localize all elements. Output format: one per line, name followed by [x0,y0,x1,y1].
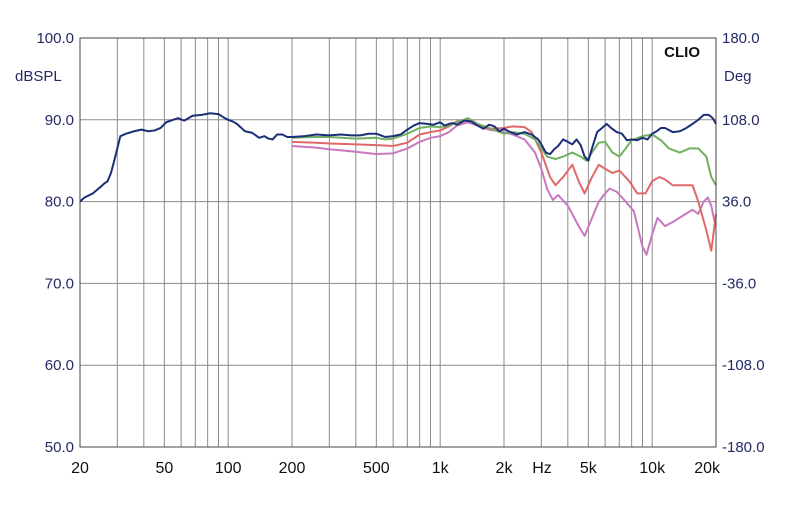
y2-tick-label: -180.0 [722,439,765,456]
y2-tick-label: -108.0 [722,357,765,374]
x-tick-label: 10k [639,460,666,477]
series-line-0 [291,121,716,256]
y-tick-label: 80.0 [45,194,74,211]
series-line-3 [79,112,717,203]
x-tick-label: 2k [496,460,514,477]
y2-axis-label: Deg [724,68,752,85]
y2-tick-label: 108.0 [722,112,760,129]
tick-labels: 50.0 60.0 70.0 80.0 90.0 100.0 -180.0 -108.0 -36… [36,30,764,477]
y2-tick-label: -36.0 [722,275,756,292]
y-tick-label: 50.0 [45,439,74,456]
y2-tick-label: 36.0 [722,194,751,211]
y-axis-label: dBSPL [15,68,62,85]
y-tick-label: 100.0 [36,30,74,47]
x-tick-label: 20 [71,460,89,477]
x-tick-label: 200 [279,460,306,477]
plot-background [80,38,716,447]
y2-tick-label: 180.0 [722,30,760,47]
x-tick-label: 20k [694,460,721,477]
curves [79,112,717,256]
x-tick-label: 50 [155,460,173,477]
plot-frame [79,37,717,448]
y-tick-label: 90.0 [45,112,74,129]
x-unit-label: Hz [532,460,552,477]
x-tick-label: 100 [215,460,242,477]
brand-label: CLIO [664,44,700,61]
x-tick-label: 5k [580,460,598,477]
x-tick-label: 1k [432,460,450,477]
y-tick-label: 60.0 [45,357,74,374]
y-tick-label: 70.0 [45,275,74,292]
series-line-2 [291,117,717,186]
series-line-1 [291,118,717,252]
x-tick-label: 500 [363,460,390,477]
